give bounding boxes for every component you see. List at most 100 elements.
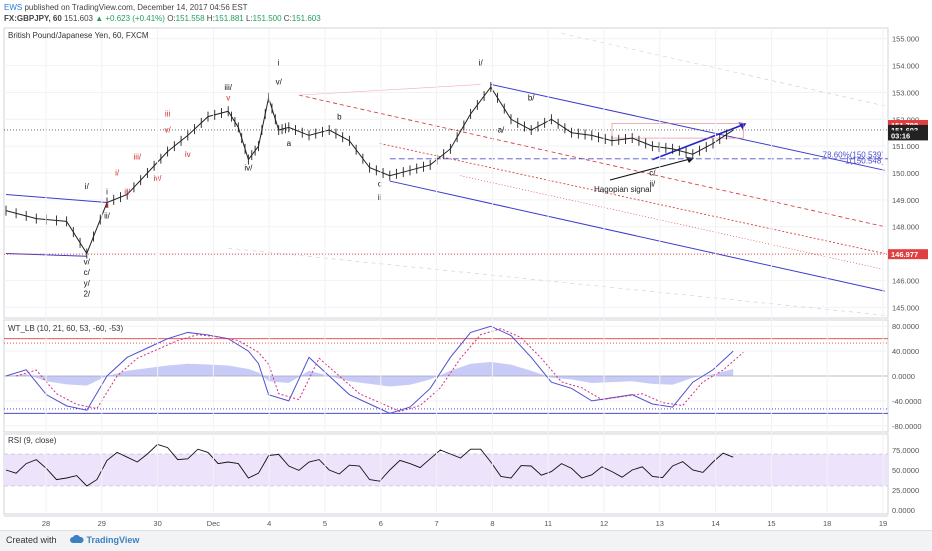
wave-label: v/ bbox=[276, 77, 283, 86]
wt-histogram-area bbox=[6, 362, 734, 387]
wt-tick-label: -40.0000 bbox=[892, 397, 922, 406]
wave-label: y/ bbox=[84, 279, 91, 288]
wave-label: b/ bbox=[528, 94, 535, 103]
fib-label: 78.60%(150.539) bbox=[823, 151, 885, 160]
symbol-name: FX:GBPJPY, 60 bbox=[4, 14, 62, 23]
wave-label-red: v/ bbox=[164, 126, 171, 135]
y-tick-label: 152.000 bbox=[892, 115, 919, 124]
y-tick-label: 149.000 bbox=[892, 196, 919, 205]
wave-label-red: v bbox=[226, 94, 230, 103]
author-name[interactable]: EWS bbox=[4, 3, 23, 12]
wave-label: 2/ bbox=[83, 290, 90, 299]
outer-channel-upper bbox=[561, 33, 885, 107]
wt-tick-label: -80.0000 bbox=[892, 422, 922, 431]
median-line-dotted-1 bbox=[379, 143, 885, 254]
wave-label: a/ bbox=[498, 126, 505, 135]
symbol-line: FX:GBPJPY, 60 151.603 ▲ +0.623 (+0.41%) … bbox=[4, 14, 321, 23]
main-chart-title: British Pound/Japanese Yen, 60, FXCM bbox=[8, 31, 149, 40]
wt2-line bbox=[15, 328, 744, 412]
x-tick-label: 12 bbox=[600, 519, 608, 528]
wave-label: v/ bbox=[84, 257, 91, 266]
wave-label: iii/ bbox=[224, 83, 232, 92]
wave-label: ii/ bbox=[650, 179, 657, 188]
x-tick-label: 13 bbox=[656, 519, 664, 528]
rsi-tick-label: 0.0000 bbox=[892, 506, 915, 515]
price-tag bbox=[888, 130, 928, 141]
x-tick-label: 29 bbox=[98, 519, 106, 528]
last-price: 151.603 bbox=[64, 14, 93, 23]
x-tick-label: 7 bbox=[435, 519, 439, 528]
wave-label: iv/ bbox=[244, 163, 253, 172]
created-with-text: Created with bbox=[6, 535, 57, 545]
wave-label: i/ bbox=[85, 182, 90, 191]
wave-label: b bbox=[337, 112, 342, 121]
rsi-tick-label: 25.0000 bbox=[892, 486, 919, 495]
rsi-band bbox=[4, 454, 888, 486]
signal-arrow-line bbox=[609, 158, 691, 181]
x-tick-label: 30 bbox=[153, 519, 161, 528]
ohlc-close-value: 151.603 bbox=[291, 14, 321, 23]
range-box bbox=[611, 123, 744, 139]
rsi-tick-label: 50.0000 bbox=[892, 466, 919, 475]
tradingview-brand: TradingView bbox=[86, 535, 140, 545]
wave-label: c/ bbox=[649, 169, 656, 178]
wave-label-red: ii bbox=[105, 201, 109, 210]
wave-label: i bbox=[278, 59, 280, 68]
fib-label: 1(150.548) bbox=[845, 157, 884, 166]
median-line-dotted-2 bbox=[460, 175, 885, 270]
projection-arrow-icon bbox=[738, 122, 747, 130]
ohlc-low-key: L: bbox=[245, 14, 253, 23]
publish-line: EWS published on TradingView.com, Decemb… bbox=[4, 3, 248, 12]
price-tag bbox=[888, 249, 928, 260]
wave-label-red: iii/ bbox=[134, 153, 142, 162]
x-tick-label: 6 bbox=[379, 519, 383, 528]
x-tick-label: 5 bbox=[323, 519, 327, 528]
tradingview-link[interactable]: TradingView bbox=[70, 534, 140, 545]
price-tag-label: 146.977 bbox=[891, 250, 918, 259]
projection-arrow-line bbox=[652, 123, 744, 161]
y-tick-label: 151.000 bbox=[892, 142, 919, 151]
x-tick-label: 28 bbox=[42, 519, 50, 528]
wave-label-red: i/ bbox=[115, 169, 120, 178]
price-tag bbox=[888, 124, 928, 135]
wave-label: c/ bbox=[84, 268, 91, 277]
x-tick-label: 11 bbox=[544, 519, 552, 528]
published-text: published on TradingView.com, December 1… bbox=[24, 3, 248, 12]
median-line-dashed bbox=[298, 94, 885, 228]
y-tick-label: 154.000 bbox=[892, 62, 919, 71]
wave-label: ii/ bbox=[104, 212, 111, 221]
x-tick-label: 14 bbox=[711, 519, 719, 528]
channel-line-lower bbox=[389, 180, 885, 292]
rsi-indicator-title: RSI (9, close) bbox=[8, 436, 57, 445]
rsi-tick-label: 75.0000 bbox=[892, 446, 919, 455]
ohlc-close-key: C: bbox=[283, 14, 292, 23]
x-tick-label: 19 bbox=[879, 519, 887, 528]
y-tick-label: 148.000 bbox=[892, 223, 919, 232]
wave-label: c bbox=[378, 179, 382, 188]
ohlc-open-key: O: bbox=[167, 14, 176, 23]
wt-tick-label: 80.0000 bbox=[892, 322, 919, 331]
wave-label: a bbox=[287, 139, 292, 148]
x-tick-label: 8 bbox=[490, 519, 494, 528]
wt-indicator-title: WT_LB (10, 21, 60, 53, -60, -53) bbox=[8, 324, 124, 333]
wt-tick-label: 40.0000 bbox=[892, 347, 919, 356]
y-tick-label: 145.000 bbox=[892, 303, 919, 312]
wt1-line bbox=[5, 325, 734, 414]
chart-canvas[interactable]: 145.000146.000147.000148.000149.000150.0… bbox=[0, 0, 932, 530]
wave-label: ii bbox=[378, 193, 382, 202]
channel-line-upper bbox=[490, 83, 885, 171]
rsi-line bbox=[5, 443, 734, 487]
wave-label-red: iii bbox=[165, 110, 171, 119]
tradingview-cloud-icon bbox=[70, 534, 84, 543]
x-tick-label: 15 bbox=[767, 519, 775, 528]
price-tag-label: 03:16 bbox=[891, 131, 910, 140]
wave-label: i/ bbox=[479, 59, 484, 68]
footer-bar: Created with TradingView bbox=[0, 530, 932, 551]
y-tick-label: 153.000 bbox=[892, 88, 919, 97]
y-tick-label: 155.000 bbox=[892, 35, 919, 44]
x-tick-label: 4 bbox=[267, 519, 271, 528]
ohlc-high-value: 151.881 bbox=[214, 14, 244, 23]
outer-channel-lower bbox=[228, 247, 885, 316]
ohlc-open-value: 151.558 bbox=[175, 14, 205, 23]
